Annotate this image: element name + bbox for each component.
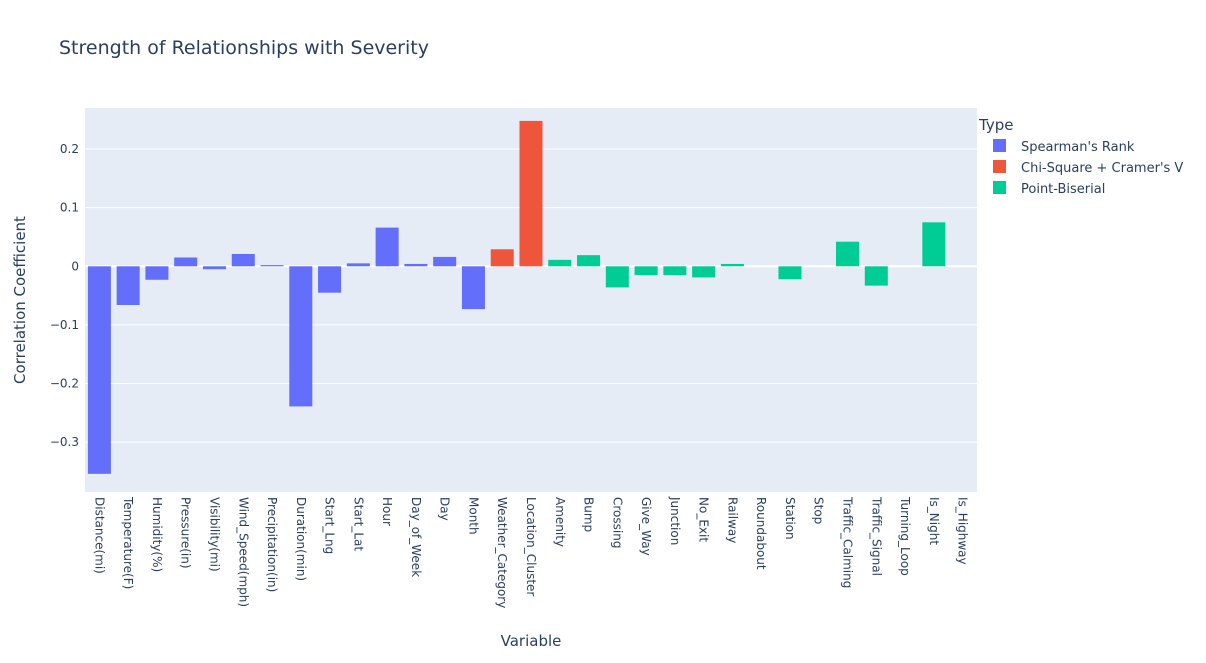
x-tick-label: Wind_Speed(mph) — [236, 497, 250, 607]
bar-weather-category[interactable] — [490, 249, 514, 267]
legend-items[interactable]: Spearman's Rank Chi-Square + Cramer's V Po… — [993, 139, 1183, 197]
x-tick-label: Junction — [668, 496, 682, 545]
y-tick-label: −0.3 — [50, 435, 79, 449]
legend-swatch — [993, 181, 1006, 194]
x-tick-label: Amenity — [553, 497, 567, 547]
bar-hour[interactable] — [375, 227, 399, 267]
x-tick-label: Railway — [725, 497, 739, 543]
bar-railway[interactable] — [720, 263, 744, 267]
x-tick-label: No_Exit — [697, 497, 711, 542]
legend-item[interactable]: Spearman's Rank — [993, 139, 1135, 155]
x-tick-label: Temperature(F) — [121, 496, 135, 589]
x-tick-label: Bump — [582, 497, 596, 532]
y-tick-label: −0.1 — [50, 318, 79, 332]
x-tick-label: Start_Lng — [323, 497, 337, 554]
y-tick-labels: 0.2 0.1 0 −0.1 −0.2 −0.3 — [50, 142, 79, 449]
y-tick-label: −0.2 — [50, 377, 79, 391]
bar-is-night[interactable] — [922, 222, 946, 267]
y-tick-label: 0.1 — [60, 201, 79, 215]
bar-amenity[interactable] — [548, 259, 572, 267]
y-tick-label: 0.2 — [60, 142, 79, 156]
bar-day-of-week[interactable] — [404, 263, 428, 267]
x-tick-label: Start_Lat — [351, 497, 365, 551]
bar-pressure-in[interactable] — [174, 257, 198, 267]
bar-visibility-mi[interactable] — [202, 266, 226, 270]
legend-item[interactable]: Chi-Square + Cramer's V — [993, 160, 1183, 176]
y-axis-title: Correlation Coefficient — [11, 216, 29, 384]
bars — [87, 120, 946, 474]
bar-distance-mi[interactable] — [87, 266, 111, 474]
x-tick-label: Distance(mi) — [92, 497, 106, 574]
x-tick-label: Location_Cluster — [524, 497, 538, 596]
legend[interactable]: Type Spearman's Rank Chi-Square + Cramer'… — [978, 116, 1183, 197]
x-tick-label: Duration(min) — [294, 497, 308, 581]
bar-start-lat[interactable] — [346, 263, 370, 267]
x-tick-label: Traffic_Signal — [869, 496, 883, 576]
bar-month[interactable] — [461, 266, 485, 310]
bar-location-cluster[interactable] — [519, 120, 543, 267]
bar-humidity[interactable] — [145, 266, 169, 280]
bar-wind-speed-mph[interactable] — [231, 253, 255, 267]
legend-swatch — [993, 139, 1006, 152]
x-tick-label: Pressure(in) — [179, 497, 193, 569]
legend-label: Chi-Square + Cramer's V — [1021, 161, 1183, 176]
x-tick-label: Traffic_Calming — [841, 496, 855, 588]
bar-traffic-calming[interactable] — [836, 241, 860, 267]
bar-duration-min[interactable] — [289, 266, 313, 407]
x-tick-label: Humidity(%) — [150, 497, 164, 572]
bar-temperature-f[interactable] — [116, 266, 140, 305]
bar-crossing[interactable] — [605, 266, 629, 288]
bar-start-lng[interactable] — [318, 266, 342, 293]
legend-item[interactable]: Point-Biserial — [993, 181, 1105, 197]
x-tick-labels: Distance(mi) Temperature(F) Humidity(%) Pre… — [92, 496, 969, 608]
bar-give-way[interactable] — [634, 266, 658, 276]
x-tick-label: Give_Way — [639, 497, 653, 556]
legend-title: Type — [978, 116, 1013, 134]
legend-swatch — [993, 160, 1006, 173]
x-tick-label: Weather_Category — [495, 497, 509, 608]
bar-station[interactable] — [778, 266, 802, 280]
bar-traffic-signal[interactable] — [864, 266, 888, 286]
bar-precipitation-in[interactable] — [260, 265, 284, 267]
x-tick-label: Day — [438, 497, 452, 521]
x-tick-label: Station — [783, 497, 797, 540]
x-tick-label: Turning_Loop — [898, 496, 912, 576]
x-tick-label: Is_Night — [927, 497, 941, 545]
legend-label: Point-Biserial — [1021, 182, 1105, 197]
x-tick-label: Is_Highway — [956, 497, 970, 565]
x-axis-title: Variable — [501, 632, 562, 650]
bar-bump[interactable] — [577, 255, 601, 267]
bar-no-exit[interactable] — [692, 266, 716, 278]
x-tick-label: Day_of_Week — [409, 497, 423, 577]
x-tick-label: Stop — [812, 497, 826, 524]
x-tick-label: Visibility(mi) — [207, 497, 221, 572]
x-tick-label: Crossing — [610, 497, 624, 548]
bar-junction[interactable] — [663, 266, 687, 276]
x-tick-label: Month — [466, 497, 480, 535]
bar-day[interactable] — [433, 256, 457, 267]
y-tick-label: 0 — [71, 259, 79, 273]
chart-title: Strength of Relationships with Severity — [59, 37, 429, 59]
legend-label: Spearman's Rank — [1021, 140, 1135, 155]
x-tick-label: Roundabout — [754, 497, 768, 570]
x-tick-label: Hour — [380, 497, 394, 526]
x-tick-label: Precipitation(in) — [265, 497, 279, 592]
